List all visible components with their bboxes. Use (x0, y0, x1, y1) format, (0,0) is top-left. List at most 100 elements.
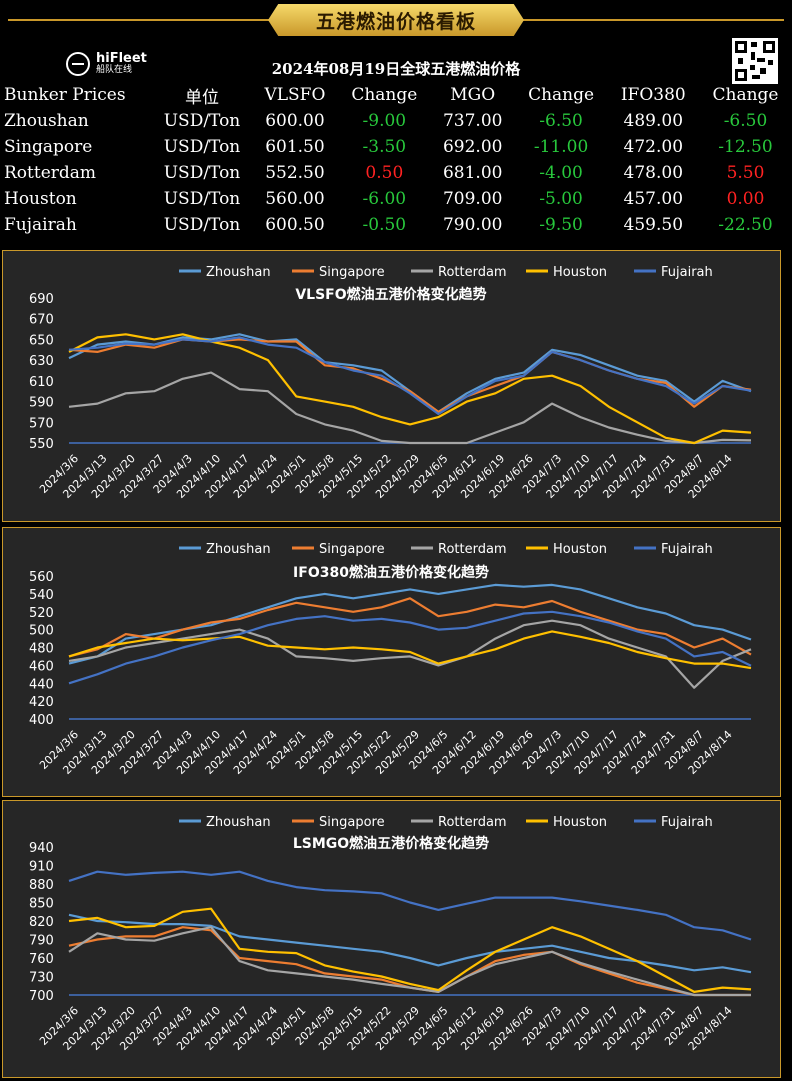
vlsfo-price: 600.00 (265, 111, 325, 131)
vlsfo-change: -6.00 (362, 189, 407, 209)
legend-label: Rotterdam (438, 815, 507, 830)
mgo-price: 709.00 (442, 189, 503, 209)
mgo-change: -6.50 (539, 111, 583, 131)
y-tick-label: 400 (29, 713, 54, 728)
series-line-rotterdam (68, 619, 752, 689)
y-tick-label: 880 (29, 878, 54, 893)
vlsfo-change: -3.50 (362, 137, 407, 157)
legend-label: Rotterdam (438, 542, 507, 557)
column-header: MGO (450, 85, 496, 105)
y-tick-label: 730 (29, 971, 54, 986)
mgo-change: -9.50 (539, 215, 583, 235)
table-row: Houston USD/Ton 560.00 -6.00 709.00 -5.0… (0, 186, 792, 212)
ifo380-change: -12.50 (718, 137, 773, 157)
legend-label: Fujairah (661, 542, 713, 557)
series-line-singapore (68, 597, 752, 658)
y-tick-label: 790 (29, 934, 54, 949)
column-header: Change (351, 85, 418, 105)
bunker-price-table: Bunker Prices 单位 VLSFO Change MGO Change… (0, 82, 792, 238)
y-tick-label: 550 (29, 437, 54, 452)
column-header: Change (712, 85, 779, 105)
table-header-row: Bunker Prices 单位 VLSFO Change MGO Change… (0, 82, 792, 108)
series-line-singapore (68, 338, 752, 413)
y-tick-label: 760 (29, 952, 54, 967)
y-tick-label: 820 (29, 915, 54, 930)
column-header: Bunker Prices (4, 85, 126, 105)
y-tick-label: 520 (29, 606, 54, 621)
legend-label: Zhoushan (206, 265, 271, 280)
series-line-fujairah (68, 870, 752, 941)
lsmgo-chart: Zhoushan Singapore Rotterdam Houston Fujaira… (29, 815, 752, 1053)
legend-label: Fujairah (661, 815, 713, 830)
legend-label: Houston (553, 542, 607, 557)
legend-label: Houston (553, 815, 607, 830)
ifo380-chart: Zhoushan Singapore Rotterdam Houston Fujaira… (29, 542, 752, 777)
chart-title: VLSFO燃油五港价格变化趋势 (295, 286, 486, 303)
ifo380-price: 489.00 (623, 111, 684, 131)
series-line-houston (68, 907, 752, 993)
ifo380-price: 459.50 (623, 215, 684, 235)
ifo380-price: 472.00 (623, 137, 684, 157)
banner-left-rule (8, 19, 270, 21)
legend-label: Singapore (319, 265, 385, 280)
port-name: Fujairah (4, 215, 77, 235)
y-tick-label: 540 (29, 588, 54, 603)
y-tick-label: 850 (29, 897, 54, 912)
ifo380-change: -6.50 (723, 111, 768, 131)
legend-label: Fujairah (661, 265, 713, 280)
legend-label: Zhoushan (206, 815, 271, 830)
table-row: Zhoushan USD/Ton 600.00 -9.00 737.00 -6.… (0, 108, 792, 134)
legend-label: Singapore (319, 815, 385, 830)
y-tick-label: 440 (29, 677, 54, 692)
ifo380-change: 5.50 (726, 163, 765, 183)
banner-title: 五港燃油价格看板 (315, 10, 476, 33)
column-header: Change (528, 85, 595, 105)
y-tick-label: 910 (29, 860, 54, 875)
mgo-change: -5.00 (539, 189, 583, 209)
port-name: Zhoushan (4, 111, 89, 131)
y-tick-label: 570 (29, 416, 54, 431)
column-header: VLSFO (264, 85, 326, 105)
vlsfo-chart-panel: Zhoushan Singapore Rotterdam Houston Fujaira… (2, 250, 781, 522)
series-line-fujairah (68, 336, 752, 416)
legend-label: Houston (553, 265, 607, 280)
unit: USD/Ton (163, 163, 241, 183)
report-subtitle: 2024年08月19日全球五港燃油价格 (271, 60, 521, 78)
series-line-houston (68, 333, 752, 445)
ifo380-change: -22.50 (718, 215, 773, 235)
y-tick-label: 590 (29, 396, 54, 411)
column-header: 单位 (185, 87, 219, 108)
y-tick-label: 940 (29, 841, 54, 856)
series-line-zhoushan (68, 333, 752, 413)
y-tick-label: 670 (29, 313, 54, 328)
ifo380-chart-panel: Zhoushan Singapore Rotterdam Houston Fujaira… (2, 527, 781, 797)
vlsfo-change: -0.50 (362, 215, 407, 235)
chart-title: LSMGO燃油五港价格变化趋势 (293, 835, 489, 852)
hifleet-logo-icon (66, 52, 90, 76)
unit: USD/Ton (163, 189, 241, 209)
unit: USD/Ton (163, 137, 241, 157)
mgo-price: 692.00 (442, 137, 503, 157)
vlsfo-price: 601.50 (265, 137, 325, 157)
vlsfo-change: -9.00 (362, 111, 407, 131)
legend-label: Zhoushan (206, 542, 271, 557)
series-line-rotterdam (68, 926, 751, 997)
series-line-houston (68, 630, 752, 670)
banner: 五港燃油价格看板 (268, 4, 524, 36)
table-row: Fujairah USD/Ton 600.50 -0.50 790.00 -9.… (0, 212, 792, 238)
y-tick-label: 460 (29, 659, 54, 674)
y-tick-label: 700 (29, 989, 54, 1004)
port-name: Singapore (4, 137, 93, 157)
mgo-price: 737.00 (442, 111, 503, 131)
ifo380-change: 0.00 (726, 189, 765, 209)
qr-code-icon (732, 38, 778, 84)
y-tick-label: 560 (29, 570, 54, 585)
y-tick-label: 500 (29, 624, 54, 639)
vlsfo-change: 0.50 (365, 163, 404, 183)
vlsfo-price: 560.00 (265, 189, 325, 209)
port-name: Rotterdam (4, 163, 97, 183)
chart-title: IFO380燃油五港价格变化趋势 (293, 564, 489, 581)
ifo380-price: 457.00 (623, 189, 684, 209)
banner-right-rule (522, 19, 784, 21)
legend-label: Singapore (319, 542, 385, 557)
